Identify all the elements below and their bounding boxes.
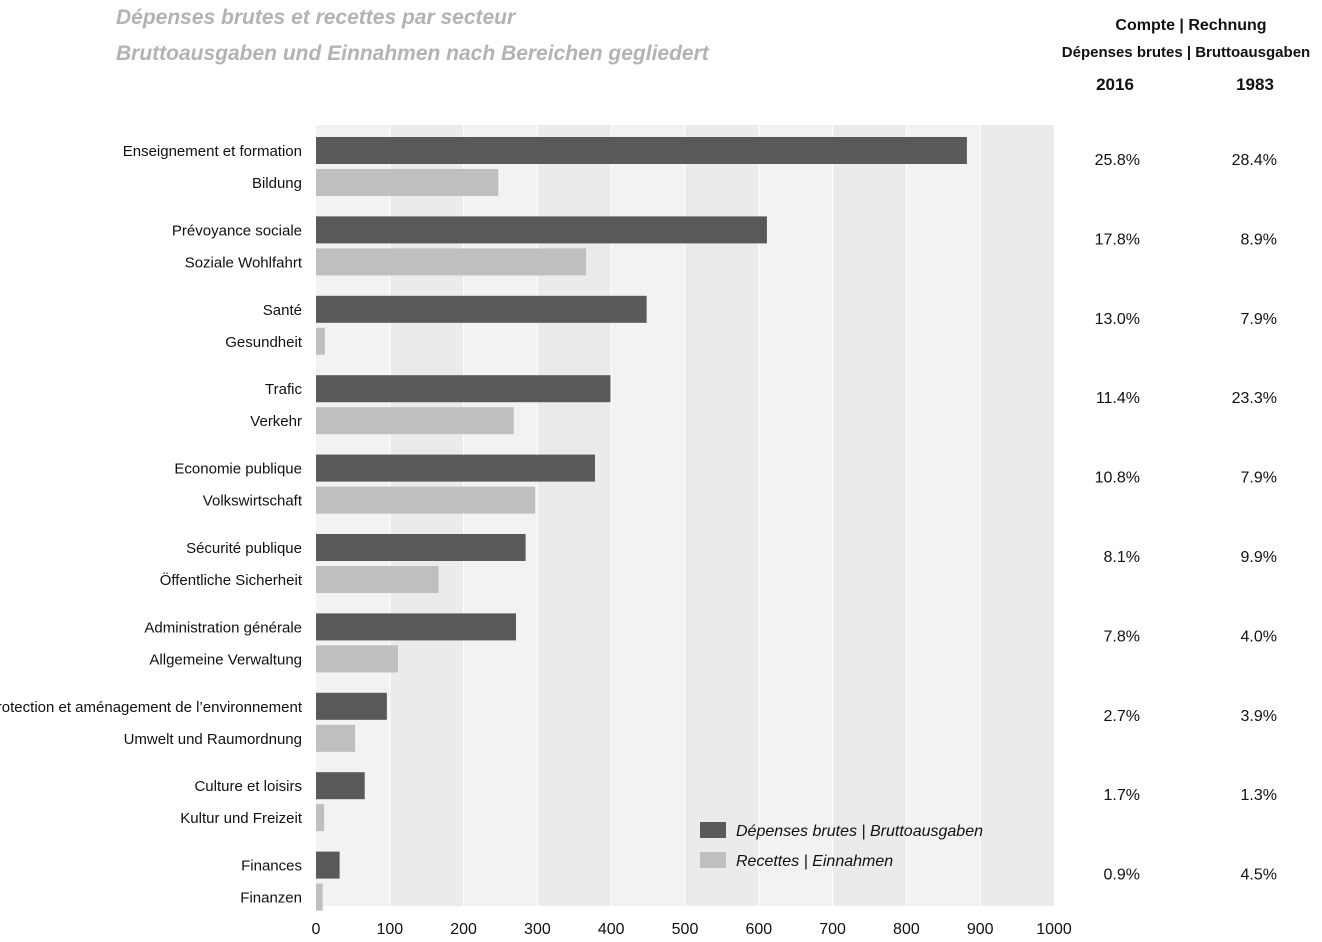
category-label-de: Verkehr: [250, 413, 302, 430]
category-label-fr: Prévoyance sociale: [172, 222, 302, 239]
share-values: 25.8% 28.4% 17.8% 8.9% 13.0% 7.9% 11.4% 23.3% 10…: [1095, 152, 1277, 884]
category-label-fr: Protection et aménagement de l’environne…: [0, 699, 303, 716]
chart-title-fr: Dépenses brutes et recettes par secteur: [116, 6, 516, 29]
legend: Dépenses brutes | Bruttoausgaben Recettes…: [700, 822, 983, 870]
bar-revenue: [316, 883, 323, 911]
category-label-de: Kultur und Freizeit: [180, 810, 303, 827]
share-1983-value: 7.9%: [1241, 470, 1277, 487]
share-1983-value: 3.9%: [1241, 708, 1277, 725]
x-tick-label: 500: [672, 921, 699, 938]
x-tick-label: 700: [819, 921, 846, 938]
bar-expenses: [316, 534, 526, 561]
share-2016-value: 1.7%: [1104, 787, 1140, 804]
chart-title-de: Bruttoausgaben und Einnahmen nach Bereic…: [116, 42, 709, 65]
share-1983-value: 8.9%: [1241, 231, 1277, 248]
category-label-fr: Administration générale: [144, 619, 302, 636]
x-tick-label: 100: [376, 921, 403, 938]
plot-band: [906, 125, 981, 906]
share-2016-value: 8.1%: [1104, 549, 1140, 566]
bar-expenses: [316, 216, 767, 244]
share-2016-value: 2.7%: [1104, 708, 1140, 725]
category-label-fr: Trafic: [265, 381, 302, 398]
share-2016-value: 17.8%: [1095, 231, 1140, 248]
bar-expenses: [316, 454, 595, 482]
category-label-fr: Economie publique: [174, 461, 302, 478]
category-label-de: Soziale Wohlfahrt: [185, 254, 303, 271]
share-2016-value: 11.4%: [1096, 390, 1140, 407]
share-1983-value: 4.0%: [1241, 628, 1277, 645]
legend-swatch-expenses: [700, 822, 726, 838]
share-2016-value: 7.8%: [1104, 628, 1140, 645]
bars: [316, 137, 967, 911]
category-label-fr: Sécurité publique: [186, 540, 302, 557]
category-label-de: Finanzen: [240, 890, 302, 907]
share-1983-value: 1.3%: [1241, 787, 1277, 804]
legend-swatch-revenue: [700, 852, 726, 868]
share-1983-value: 23.3%: [1232, 390, 1277, 407]
category-label-de: Bildung: [252, 175, 302, 192]
bar-revenue: [316, 169, 499, 196]
bar-expenses: [316, 375, 611, 403]
legend-label-expenses: Dépenses brutes | Bruttoausgaben: [736, 823, 983, 840]
bar-revenue: [316, 486, 536, 514]
share-2016-value: 25.8%: [1095, 152, 1140, 169]
category-label-de: Allgemeine Verwaltung: [149, 651, 302, 668]
category-label-de: Volkswirtschaft: [203, 493, 303, 510]
category-label-fr: Culture et loisirs: [194, 778, 302, 795]
legend-label-revenue: Recettes | Einnahmen: [736, 853, 893, 870]
year-2016-header: 2016: [1096, 75, 1134, 94]
share-1983-value: 7.9%: [1241, 311, 1277, 328]
category-label-fr: Santé: [263, 302, 302, 319]
category-label-fr: Finances: [241, 858, 302, 875]
share-1983-value: 28.4%: [1232, 152, 1277, 169]
share-2016-value: 10.8%: [1095, 470, 1140, 487]
x-tick-label: 0: [312, 921, 321, 938]
share-2016-value: 0.9%: [1104, 867, 1140, 884]
bar-revenue: [316, 566, 439, 593]
plot-band: [611, 125, 685, 906]
category-label-fr: Enseignement et formation: [123, 143, 302, 160]
plot-band: [832, 125, 907, 906]
bar-expenses: [316, 692, 387, 720]
bar-expenses: [316, 851, 340, 879]
category-labels: Enseignement et formation Bildung Prévoyan…: [0, 143, 303, 907]
category-label-de: Umwelt und Raumordnung: [124, 731, 302, 748]
year-1983-header: 1983: [1236, 75, 1274, 94]
x-tick-label: 600: [745, 921, 772, 938]
x-tick-label: 900: [967, 921, 994, 938]
x-tick-label: 200: [450, 921, 477, 938]
bar-expenses: [316, 772, 365, 800]
bar-revenue: [316, 724, 356, 752]
bar-revenue: [316, 248, 587, 276]
table-title: Compte | Rechnung: [1115, 17, 1267, 34]
x-axis-ticks: 0 100 200 300 400 500 600 700 800 900 1000: [312, 921, 1072, 938]
plot-band: [758, 125, 833, 906]
share-1983-value: 4.5%: [1241, 867, 1277, 884]
bar-expenses: [316, 295, 647, 323]
plot-band: [980, 125, 1054, 906]
x-tick-label: 300: [524, 921, 551, 938]
bar-revenue: [316, 645, 398, 673]
x-tick-label: 800: [893, 921, 920, 938]
bar-revenue: [316, 327, 325, 355]
x-tick-label: 1000: [1036, 921, 1072, 938]
share-2016-value: 13.0%: [1095, 311, 1140, 328]
bar-revenue: [316, 407, 514, 435]
plot-band: [685, 125, 759, 906]
x-tick-label: 400: [598, 921, 625, 938]
bar-expenses: [316, 137, 967, 164]
share-1983-value: 9.9%: [1241, 549, 1277, 566]
category-label-de: Gesundheit: [225, 334, 303, 351]
bar-expenses: [316, 613, 516, 641]
bar-revenue: [316, 804, 325, 832]
table-subtitle: Dépenses brutes | Bruttoausgaben: [1061, 44, 1311, 61]
category-label-de: Öffentliche Sicherheit: [160, 571, 303, 589]
